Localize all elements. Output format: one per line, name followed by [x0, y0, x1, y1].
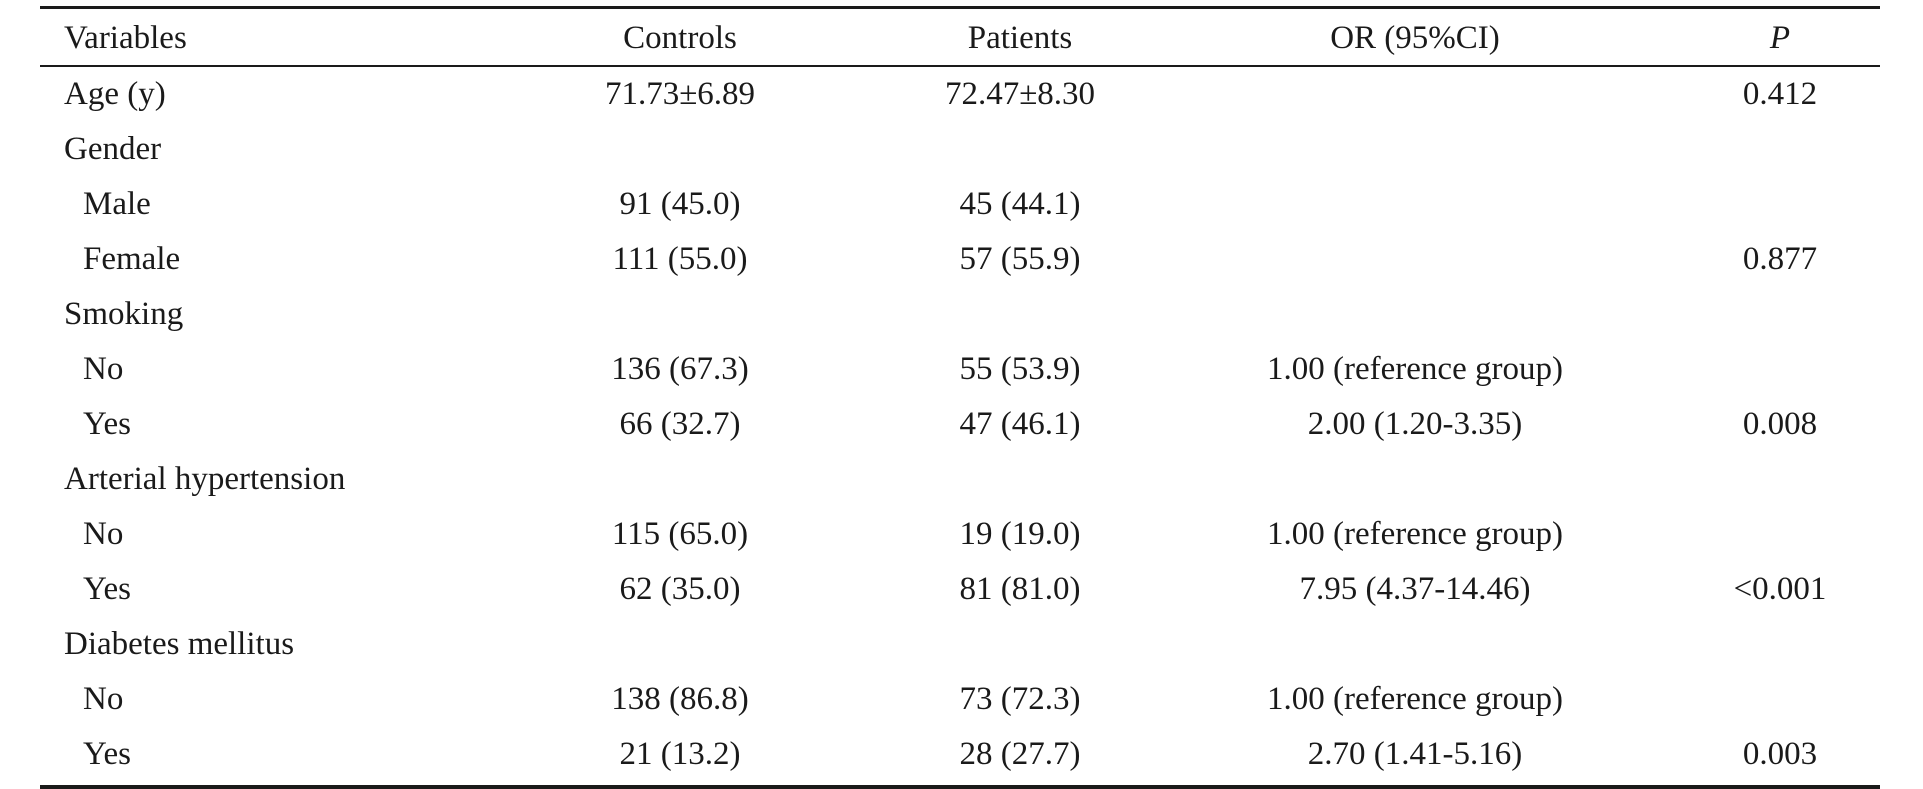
cell-p: 0.877 — [1742, 241, 1818, 277]
header-controls: Controls — [623, 20, 737, 56]
table-header-row: Variables Controls Patients OR (95%CI) P — [40, 9, 1880, 65]
table-top-rule — [40, 6, 1880, 9]
cell-controls: 115 (65.0) — [611, 516, 749, 552]
table-row: Yes 21 (13.2) 28 (27.7) 2.70 (1.41-5.16) 0.0… — [40, 727, 1880, 782]
header-patients: Patients — [967, 20, 1073, 56]
cell-variable: Male — [83, 186, 151, 222]
table-row: Age (y) 71.73±6.89 72.47±8.30 0.412 — [40, 67, 1880, 122]
table-body: Age (y) 71.73±6.89 72.47±8.30 0.412 Gender Ma… — [40, 67, 1880, 782]
cell-variable: No — [83, 351, 124, 387]
table-row: Yes 62 (35.0) 81 (81.0) 7.95 (4.37-14.46) <0… — [40, 562, 1880, 617]
table-row: Female 111 (55.0) 57 (55.9) 0.877 — [40, 232, 1880, 287]
cell-patients: 19 (19.0) — [959, 516, 1081, 552]
cell-p: 0.412 — [1742, 76, 1818, 112]
cell-controls: 138 (86.8) — [611, 681, 749, 717]
table-row: No 115 (65.0) 19 (19.0) 1.00 (reference gro… — [40, 507, 1880, 562]
table-header-rule — [40, 65, 1880, 67]
cell-controls: 71.73±6.89 — [604, 76, 756, 112]
cell-patients: 72.47±8.30 — [944, 76, 1096, 112]
cell-controls: 66 (32.7) — [619, 406, 741, 442]
header-p: P — [1769, 20, 1791, 56]
cell-variable: No — [83, 681, 124, 717]
cell-controls: 62 (35.0) — [619, 571, 741, 607]
data-table: Variables Controls Patients OR (95%CI) P… — [40, 6, 1880, 789]
cell-patients: 55 (53.9) — [959, 351, 1081, 387]
cell-variable: No — [83, 516, 124, 552]
table-bottom-rule — [40, 785, 1880, 789]
cell-patients: 45 (44.1) — [959, 186, 1081, 222]
header-or: OR (95%CI) — [1330, 20, 1500, 56]
cell-or: 1.00 (reference group) — [1267, 681, 1563, 717]
header-variables: Variables — [64, 20, 187, 56]
cell-patients: 47 (46.1) — [959, 406, 1081, 442]
cell-controls: 111 (55.0) — [612, 241, 748, 277]
cell-variable: Yes — [83, 736, 132, 772]
cell-or: 1.00 (reference group) — [1267, 516, 1563, 552]
table-row: Arterial hypertension — [40, 452, 1880, 507]
cell-controls: 136 (67.3) — [611, 351, 749, 387]
cell-patients: 81 (81.0) — [959, 571, 1081, 607]
table-row: No 136 (67.3) 55 (53.9) 1.00 (reference gro… — [40, 342, 1880, 397]
cell-variable: Female — [83, 241, 181, 277]
cell-patients: 73 (72.3) — [959, 681, 1081, 717]
cell-variable: Smoking — [64, 296, 184, 332]
cell-patients: 28 (27.7) — [959, 736, 1081, 772]
cell-variable: Arterial hypertension — [64, 461, 346, 497]
cell-or: 2.00 (1.20-3.35) — [1307, 406, 1523, 442]
cell-or: 1.00 (reference group) — [1267, 351, 1563, 387]
table-row: Diabetes mellitus — [40, 617, 1880, 672]
cell-or: 2.70 (1.41-5.16) — [1307, 736, 1523, 772]
table-row: Gender — [40, 122, 1880, 177]
cell-variable: Yes — [83, 406, 132, 442]
cell-controls: 21 (13.2) — [619, 736, 741, 772]
cell-p: 0.003 — [1742, 736, 1818, 772]
cell-p: 0.008 — [1742, 406, 1818, 442]
table-row: Yes 66 (32.7) 47 (46.1) 2.00 (1.20-3.35) 0.0… — [40, 397, 1880, 452]
table-row: Smoking — [40, 287, 1880, 342]
cell-patients: 57 (55.9) — [959, 241, 1081, 277]
table-row: Male 91 (45.0) 45 (44.1) — [40, 177, 1880, 232]
cell-variable: Gender — [64, 131, 162, 167]
cell-variable: Age (y) — [64, 76, 166, 112]
cell-controls: 91 (45.0) — [619, 186, 741, 222]
cell-or: 7.95 (4.37-14.46) — [1299, 571, 1531, 607]
cell-variable: Diabetes mellitus — [64, 626, 295, 662]
cell-p: <0.001 — [1733, 571, 1827, 607]
cell-variable: Yes — [83, 571, 132, 607]
table-row: No 138 (86.8) 73 (72.3) 1.00 (reference gro… — [40, 672, 1880, 727]
